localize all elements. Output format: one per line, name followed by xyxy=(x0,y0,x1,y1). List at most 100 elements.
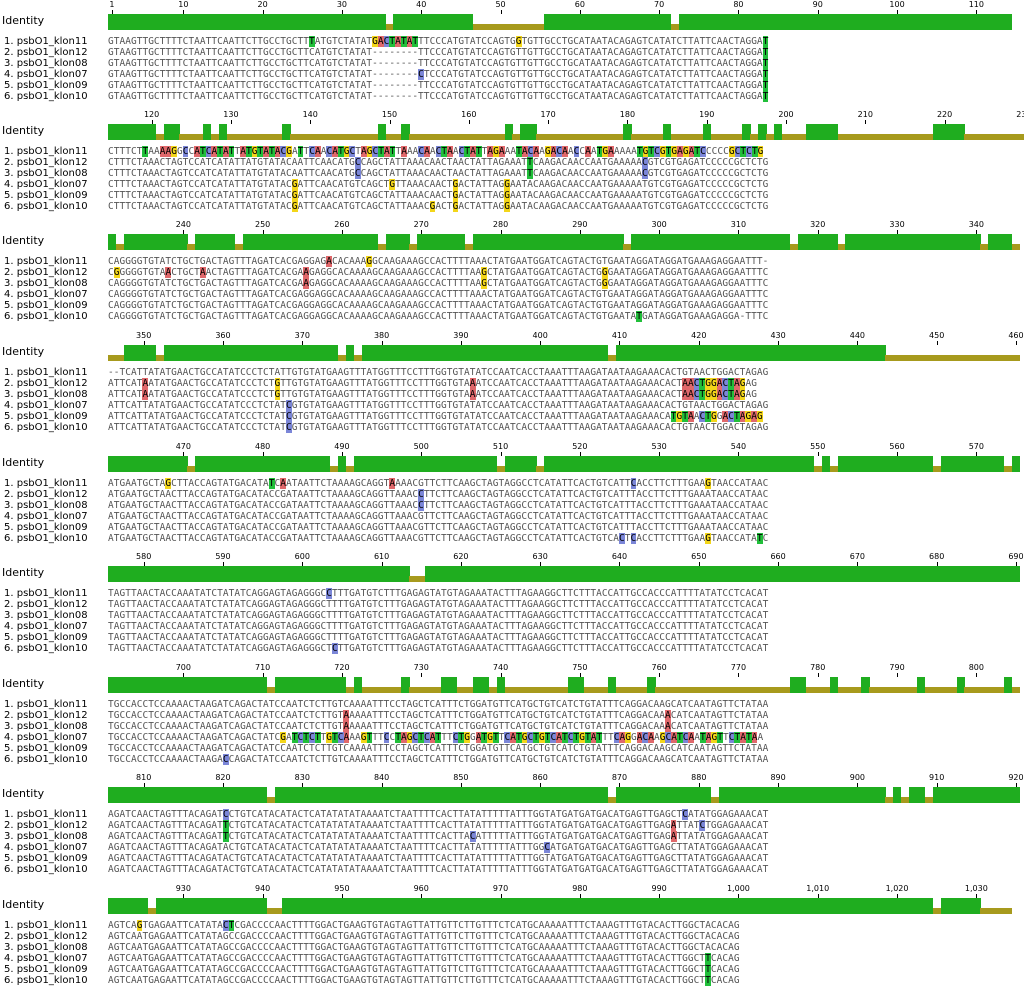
sequence-name[interactable]: 1. psbO1_klon11 xyxy=(4,146,88,157)
mismatch-residue: A xyxy=(498,146,505,157)
sequence-name[interactable]: 5. psbO1_klon09 xyxy=(4,411,88,422)
identity-full-segment xyxy=(480,456,490,472)
sequence-name[interactable]: 6. psbO1_klon10 xyxy=(4,533,88,544)
sequence-name[interactable]: 3. psbO1_klon08 xyxy=(4,721,88,732)
identity-full-segment xyxy=(448,677,458,693)
identity-full-segment xyxy=(179,345,188,361)
sequence-name[interactable]: 5. psbO1_klon09 xyxy=(4,853,88,864)
identity-full-segment xyxy=(401,124,410,140)
identity-label: Identity xyxy=(2,677,45,690)
identity-full-segment xyxy=(782,566,791,582)
sequence-name[interactable]: 4. psbO1_klon07 xyxy=(4,69,88,80)
sequence-name[interactable]: 2. psbO1_klon12 xyxy=(4,267,88,278)
sequence-name[interactable]: 3. psbO1_klon08 xyxy=(4,58,88,69)
sequence-name[interactable]: 3. psbO1_klon08 xyxy=(4,610,88,621)
ruler-tick xyxy=(817,10,819,14)
sequence-name[interactable]: 6. psbO1_klon10 xyxy=(4,201,88,212)
sequence-name[interactable]: 3. psbO1_klon08 xyxy=(4,500,88,511)
sequence-name[interactable]: 6. psbO1_klon10 xyxy=(4,91,88,102)
sequence-name[interactable]: 3. psbO1_klon08 xyxy=(4,168,88,179)
sequence-name[interactable]: 2. psbO1_klon12 xyxy=(4,710,88,721)
mismatch-residue: G xyxy=(286,146,292,157)
mismatch-residue: T xyxy=(728,378,734,389)
identity-bar xyxy=(108,677,1021,693)
mismatch-residue: A xyxy=(165,146,172,157)
sequence-name[interactable]: 6. psbO1_klon10 xyxy=(4,422,88,433)
mismatch-residue: A xyxy=(677,146,683,157)
sequence-name[interactable]: 4. psbO1_klon07 xyxy=(4,953,88,964)
sequence-name[interactable]: 1. psbO1_klon11 xyxy=(4,367,88,378)
sequence-name[interactable]: 1. psbO1_klon11 xyxy=(4,809,88,820)
sequence-name[interactable]: 2. psbO1_klon12 xyxy=(4,47,88,58)
sequence-row: CGGGGGTGTAACTGCTAACTAGTTTAGATCACGAAGAGGC… xyxy=(108,267,769,278)
identity-partial-segment xyxy=(980,687,989,693)
identity-partial-segment xyxy=(504,24,513,30)
identity-full-segment xyxy=(583,787,593,803)
sequence-name[interactable]: 6. psbO1_klon10 xyxy=(4,754,88,765)
sequence-name[interactable]: 2. psbO1_klon12 xyxy=(4,599,88,610)
sequence-name[interactable]: 2. psbO1_klon12 xyxy=(4,931,88,942)
sequence-name[interactable]: 5. psbO1_klon09 xyxy=(4,964,88,975)
sequence-name[interactable]: 5. psbO1_klon09 xyxy=(4,632,88,643)
sequence-name[interactable]: 5. psbO1_klon09 xyxy=(4,80,88,91)
identity-full-segment xyxy=(456,566,466,582)
identity-full-segment xyxy=(710,898,719,914)
identity-full-segment xyxy=(726,234,735,250)
sequence-name[interactable]: 5. psbO1_klon09 xyxy=(4,190,88,201)
sequence-name[interactable]: 6. psbO1_klon10 xyxy=(4,864,88,875)
identity-full-segment xyxy=(948,124,957,140)
sequence-name[interactable]: 1. psbO1_klon11 xyxy=(4,699,88,710)
sequence-name[interactable]: 5. psbO1_klon09 xyxy=(4,743,88,754)
sequence-name[interactable]: 3. psbO1_klon08 xyxy=(4,389,88,400)
ruler-tick xyxy=(540,783,542,787)
sequence-name[interactable]: 5. psbO1_klon09 xyxy=(4,300,88,311)
identity-full-segment xyxy=(1012,787,1021,803)
sequence-name[interactable]: 5. psbO1_klon09 xyxy=(4,522,88,533)
identity-full-segment xyxy=(694,14,704,30)
identity-full-segment xyxy=(536,234,545,250)
sequence-row: AGTCAGTGAGAATTCATATACTCGACCCCAACTTTTGGAC… xyxy=(108,920,740,931)
sequence-row: AGTCAATGAGAATTCATATAGCCGACCCCAACTTTTGGAC… xyxy=(108,975,740,986)
sequence-name[interactable]: 4. psbO1_klon07 xyxy=(4,179,88,190)
sequence-name[interactable]: 4. psbO1_klon07 xyxy=(4,400,88,411)
sequence-name[interactable]: 4. psbO1_klon07 xyxy=(4,289,88,300)
identity-full-segment xyxy=(306,14,315,30)
sequence-name[interactable]: 2. psbO1_klon12 xyxy=(4,378,88,389)
sequence-row: ATGAATGCTAACTTACCAGTATGACATACCGATAATTCTA… xyxy=(108,489,769,500)
sequence-name[interactable]: 4. psbO1_klon07 xyxy=(4,842,88,853)
sequence-name[interactable]: 6. psbO1_klon10 xyxy=(4,643,88,654)
identity-full-segment xyxy=(924,898,934,914)
ruler-tick xyxy=(310,120,312,124)
identity-full-segment xyxy=(734,898,743,914)
sequence-name[interactable]: 1. psbO1_klon11 xyxy=(4,36,88,47)
identity-bar xyxy=(108,124,1024,140)
identity-full-segment xyxy=(306,787,315,803)
ruler-tick-label: 660 xyxy=(770,552,786,561)
sequence-name[interactable]: 1. psbO1_klon11 xyxy=(4,920,88,931)
identity-full-segment xyxy=(274,456,283,472)
identity-partial-segment xyxy=(330,466,339,472)
identity-partial-segment xyxy=(686,687,696,693)
sequence-name[interactable]: 2. psbO1_klon12 xyxy=(4,157,88,168)
sequence-name[interactable]: 6. psbO1_klon10 xyxy=(4,975,88,986)
sequence-name[interactable]: 4. psbO1_klon07 xyxy=(4,732,88,743)
identity-full-segment xyxy=(750,456,759,472)
sequence-name[interactable]: 1. psbO1_klon11 xyxy=(4,478,88,489)
sequence-name[interactable]: 4. psbO1_klon07 xyxy=(4,511,88,522)
sequence-name[interactable]: 2. psbO1_klon12 xyxy=(4,489,88,500)
mismatch-residue: A xyxy=(389,478,396,489)
ruler-tick-label: 60 xyxy=(574,0,585,9)
identity-full-segment xyxy=(274,566,283,582)
sequence-name[interactable]: 1. psbO1_klon11 xyxy=(4,588,88,599)
sequence-name[interactable]: 1. psbO1_klon11 xyxy=(4,256,88,267)
mismatch-residue: C xyxy=(286,411,292,422)
sequence-name[interactable]: 2. psbO1_klon12 xyxy=(4,820,88,831)
identity-full-segment xyxy=(821,898,831,914)
sequence-name[interactable]: 3. psbO1_klon08 xyxy=(4,942,88,953)
sequence-name[interactable]: 6. psbO1_klon10 xyxy=(4,311,88,322)
identity-partial-segment xyxy=(908,687,918,693)
sequence-name[interactable]: 3. psbO1_klon08 xyxy=(4,278,88,289)
sequence-name[interactable]: 3. psbO1_klon08 xyxy=(4,831,88,842)
sequence-name[interactable]: 4. psbO1_klon07 xyxy=(4,621,88,632)
mismatch-residue: C xyxy=(527,732,534,743)
